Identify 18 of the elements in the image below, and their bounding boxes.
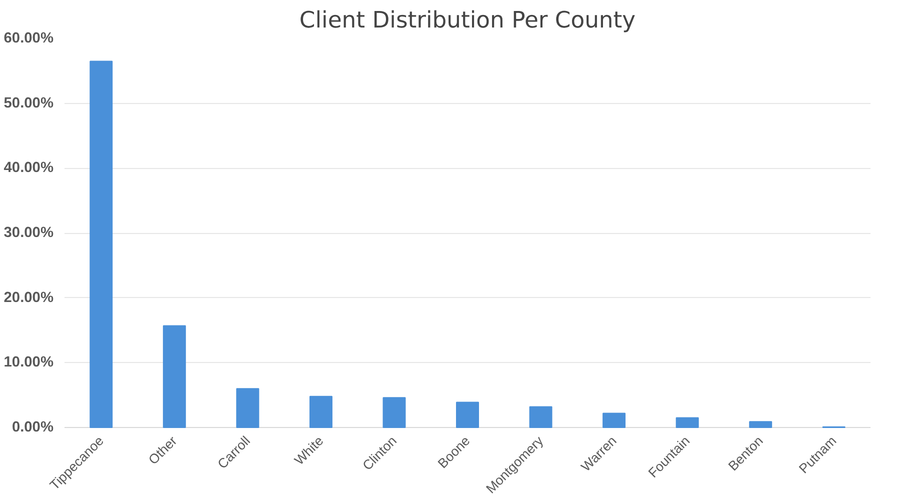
- bar: [529, 406, 552, 428]
- bar: [676, 417, 699, 428]
- bar: [602, 412, 626, 428]
- chart-title: Client Distribution Per County: [299, 8, 636, 34]
- y-tick-label: 0.00%: [12, 420, 54, 436]
- y-tick-label: 60.00%: [4, 30, 54, 46]
- bar: [382, 397, 406, 428]
- bar: [456, 402, 479, 428]
- y-tick-label: 10.00%: [4, 354, 54, 371]
- y-tick-label: 50.00%: [4, 95, 54, 112]
- bar: [749, 421, 772, 428]
- bar: [90, 60, 113, 428]
- y-tick-label: 20.00%: [4, 290, 54, 306]
- bar: [236, 388, 260, 428]
- y-tick-label: 30.00%: [4, 225, 54, 241]
- bar: [162, 325, 186, 428]
- bar: [309, 396, 332, 428]
- y-tick-label: 40.00%: [4, 160, 54, 176]
